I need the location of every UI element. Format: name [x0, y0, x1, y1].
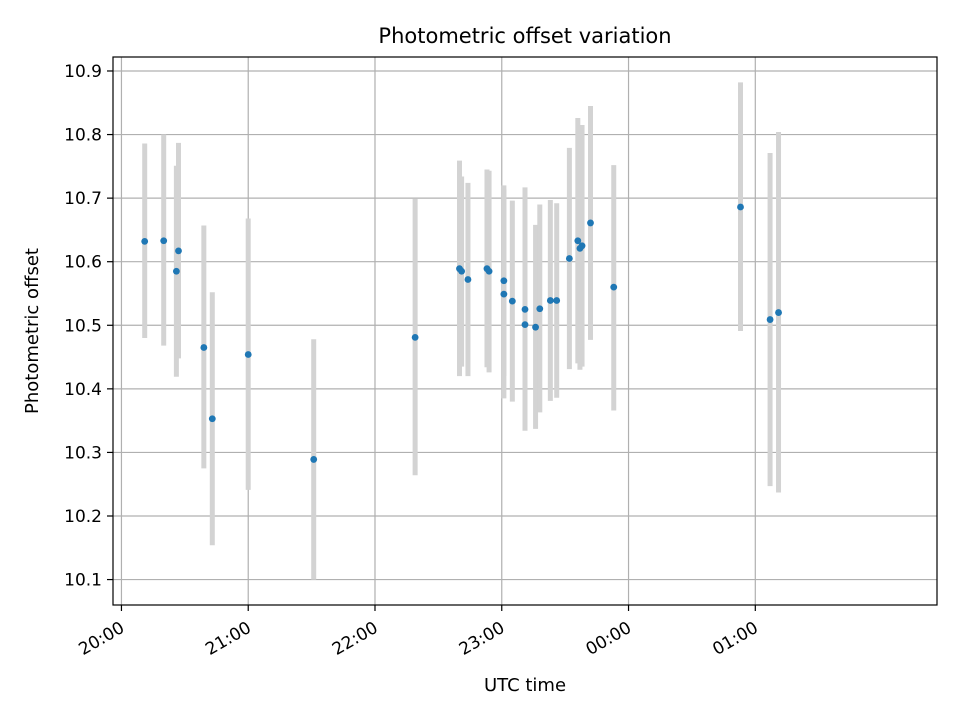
y-axis-ticks: 10.1 10.2 10.3 10.4 10.5 10.6 10.7 10.8 10.9	[64, 62, 113, 591]
data-point	[310, 456, 318, 463]
data-point	[208, 415, 216, 423]
data-point	[546, 297, 554, 304]
data-point	[485, 267, 493, 275]
x-axis-label: UTC time	[484, 675, 566, 696]
data-point	[200, 344, 208, 351]
data-point	[553, 297, 561, 304]
data-point	[532, 323, 539, 331]
plot-frame	[112, 56, 938, 606]
data-point	[411, 333, 419, 341]
y-tick-label: 10.6	[64, 253, 102, 273]
data-point	[500, 290, 508, 298]
data-point	[536, 305, 544, 313]
data-point	[737, 203, 744, 211]
data-point	[500, 277, 508, 285]
data-point	[574, 237, 582, 245]
data-point	[172, 267, 180, 275]
data-point	[141, 237, 149, 245]
data-point	[521, 305, 529, 313]
data-point	[587, 219, 594, 227]
data-point	[521, 321, 529, 329]
y-tick-label: 10.7	[64, 189, 102, 209]
y-tick-label: 10.9	[64, 62, 102, 82]
y-tick-label: 10.4	[64, 380, 102, 400]
data-point	[464, 276, 472, 283]
data-points	[141, 203, 782, 463]
data-point	[508, 297, 516, 305]
data-point	[775, 309, 782, 316]
y-tick-label: 10.8	[64, 126, 102, 146]
y-axis-label: Photometric offset	[22, 248, 43, 414]
data-point	[458, 267, 466, 275]
data-point	[244, 351, 252, 358]
data-point	[578, 242, 586, 250]
y-tick-label: 10.2	[64, 507, 102, 527]
data-point	[160, 237, 168, 245]
data-point	[610, 283, 618, 291]
data-point	[175, 247, 182, 255]
data-point	[565, 255, 573, 262]
chart-title: Photometric offset variation	[378, 24, 671, 48]
y-tick-label: 10.1	[64, 571, 102, 591]
y-tick-label: 10.5	[64, 316, 102, 336]
y-tick-label: 10.3	[64, 443, 102, 463]
data-point	[766, 316, 774, 323]
